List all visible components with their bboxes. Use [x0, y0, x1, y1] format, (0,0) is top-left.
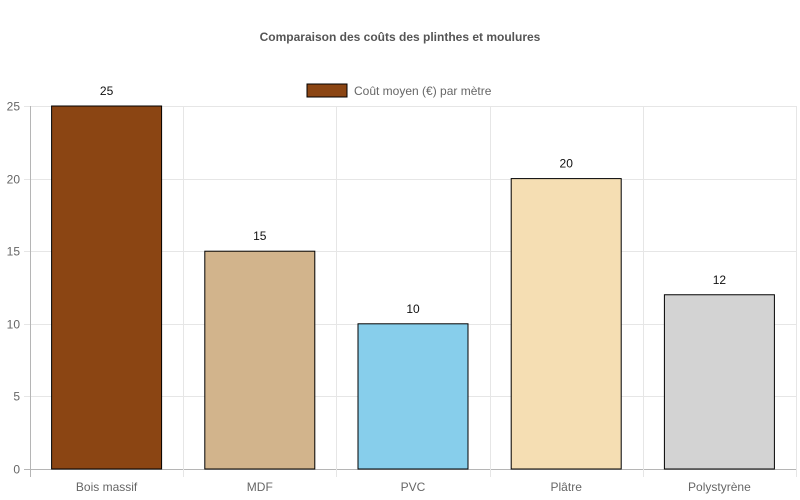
y-tick-label: 5: [13, 390, 20, 404]
bar: [510, 178, 622, 470]
x-axis-ticks: Bois massif MDF PVC Plâtre Polystyrène: [76, 480, 751, 494]
bar-value-label: 10: [406, 302, 420, 316]
x-tick-label: Bois massif: [76, 480, 138, 494]
y-tick-label: 25: [7, 100, 21, 114]
data-labels: 25 15 10 20 12: [100, 84, 726, 316]
chart-title: Comparaison des coûts des plinthes et mo…: [260, 30, 541, 44]
chart-legend: Coût moyen (€) par mètre: [306, 83, 492, 98]
x-tick-label: Polystyrène: [688, 480, 751, 494]
legend-label: Coût moyen (€) par mètre: [354, 84, 492, 98]
bar-value-label: 15: [253, 229, 267, 243]
x-tick-label: Plâtre: [551, 480, 583, 494]
bar: [663, 294, 775, 470]
y-tick-label: 0: [13, 463, 20, 477]
y-tick-label: 15: [7, 245, 21, 259]
bar-value-label: 12: [713, 273, 727, 287]
bar: [51, 105, 163, 470]
bar-value-label: 25: [100, 84, 114, 98]
bar: [357, 323, 469, 470]
x-tick-label: MDF: [247, 480, 273, 494]
bar: [204, 250, 316, 470]
y-tick-label: 20: [7, 173, 21, 187]
bars: [51, 105, 775, 470]
bar-value-label: 20: [560, 157, 574, 171]
legend-swatch: [306, 83, 348, 98]
x-tick-label: PVC: [401, 480, 426, 494]
y-axis-ticks: 0 5 10 15 20 25: [7, 100, 21, 477]
y-tick-label: 10: [7, 318, 21, 332]
